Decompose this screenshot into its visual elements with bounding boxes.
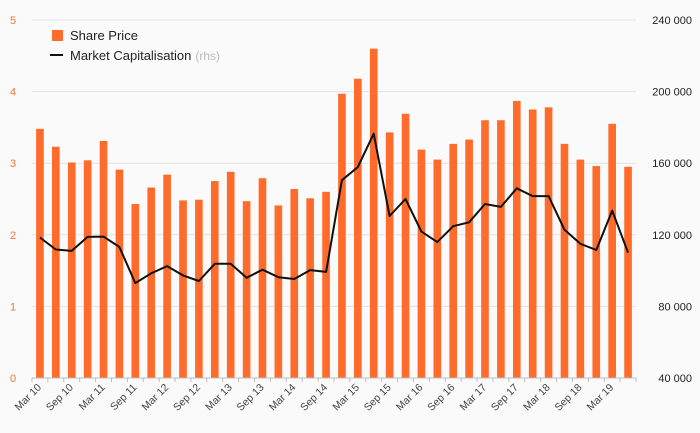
bar-share-price <box>226 171 235 378</box>
bar-share-price <box>592 166 601 378</box>
bar-share-price <box>163 174 171 378</box>
y-right-tick-label: 240 000 <box>652 15 692 27</box>
x-tick-label: Mar 12 <box>140 382 172 414</box>
x-tick-label: Sep 11 <box>108 382 140 414</box>
bar-share-price <box>465 139 473 378</box>
legend: Share Price Market Capitalisation (rhs) <box>50 28 220 63</box>
y-left-tick-label: 3 <box>10 158 16 170</box>
y-left-tick-label: 2 <box>10 230 16 242</box>
bar-share-price <box>576 159 585 378</box>
bar-share-price <box>274 205 283 378</box>
bar-share-price <box>433 159 442 378</box>
y-left-tick-label: 5 <box>10 15 16 27</box>
bar-share-price <box>624 166 632 378</box>
y-right-tick-label: 120 000 <box>652 230 692 242</box>
x-tick-label: Mar 15 <box>330 382 362 414</box>
y-right-tick-label: 200 000 <box>652 87 692 99</box>
x-tick-label: Mar 13 <box>203 382 235 414</box>
bar-share-price <box>449 143 458 378</box>
bar-share-price <box>67 162 76 378</box>
bar-share-price <box>242 201 251 378</box>
x-tick-label: Sep 17 <box>489 382 521 414</box>
y-left-tick-label: 1 <box>10 301 16 313</box>
bar-share-price <box>401 113 410 379</box>
bar-share-price <box>497 120 505 379</box>
x-tick-label: Sep 16 <box>425 382 457 414</box>
bar-share-price <box>210 181 219 378</box>
axes: 0 1 2 3 4 5 40 000 80 000 120 000 160 000 200 000 2… <box>10 15 692 414</box>
bar-share-price <box>99 141 108 378</box>
y-right-tick-label: 160 000 <box>652 158 692 170</box>
bar-share-price <box>258 178 267 378</box>
x-tick-label: Mar 18 <box>521 382 553 414</box>
bar-share-price <box>290 188 299 378</box>
x-tick-label: Sep 13 <box>235 382 267 414</box>
x-tick-label: Mar 14 <box>267 382 299 414</box>
bar-share-price <box>52 146 60 378</box>
bar-share-price <box>369 48 378 378</box>
bar-share-price <box>306 198 314 378</box>
legend-swatch-share-price <box>52 30 63 41</box>
bar-share-price <box>354 78 362 378</box>
share-price-bars <box>36 48 632 379</box>
x-tick-label: Sep 10 <box>44 382 76 414</box>
bar-share-price <box>322 191 330 378</box>
x-tick-label: Sep 14 <box>298 382 330 414</box>
market-cap-line-group <box>39 132 630 285</box>
y-left-tick-label: 4 <box>10 87 16 99</box>
bar-share-price <box>195 199 203 378</box>
bar-share-price <box>417 149 426 378</box>
bar-share-price <box>528 109 537 378</box>
x-tick-label: Mar 16 <box>394 382 426 414</box>
bar-share-price <box>131 204 140 378</box>
bar-share-price <box>385 132 394 378</box>
x-tick-label: Mar 17 <box>458 382 490 414</box>
line-market-cap <box>39 132 630 285</box>
bar-share-price <box>36 128 44 378</box>
bar-share-price <box>83 160 92 378</box>
x-tick-label: Mar 19 <box>585 382 617 414</box>
bar-share-price <box>147 187 156 378</box>
legend-label-market-cap: Market Capitalisation (rhs) <box>70 48 220 63</box>
x-tick-label: Mar 11 <box>77 382 108 413</box>
bar-share-price <box>115 169 124 378</box>
legend-label-share-price: Share Price <box>70 28 138 43</box>
bar-share-price <box>179 200 187 378</box>
bar-share-price <box>544 107 553 379</box>
bar-share-price <box>512 100 521 379</box>
x-tick-label: Sep 15 <box>362 382 394 414</box>
x-tick-label: Sep 12 <box>171 382 203 414</box>
bar-share-price <box>608 123 616 378</box>
bar-share-price <box>338 93 346 379</box>
x-tick-label: Mar 10 <box>12 382 44 414</box>
y-right-tick-label: 40 000 <box>658 373 692 385</box>
y-left-tick-label: 0 <box>10 373 16 385</box>
bar-share-price <box>481 120 489 379</box>
bar-share-price <box>560 143 569 378</box>
y-right-tick-label: 80 000 <box>658 301 692 313</box>
x-tick-label: Sep 18 <box>552 382 584 414</box>
